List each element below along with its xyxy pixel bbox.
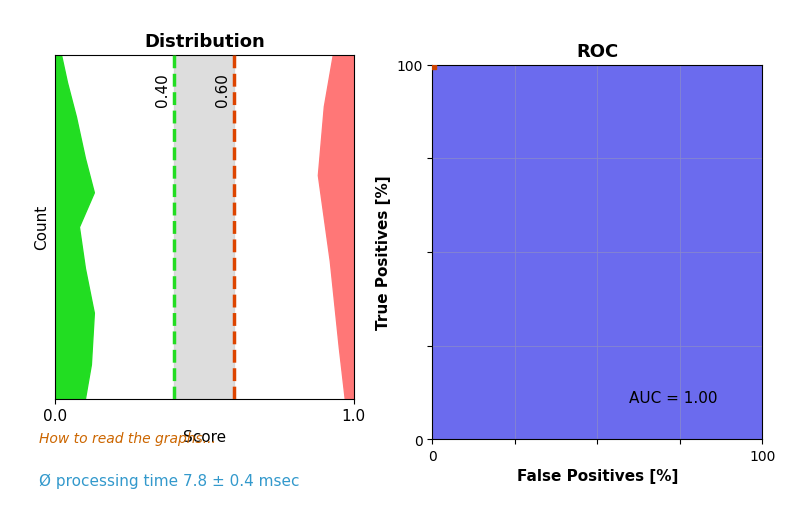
Text: Ø processing time 7.8 ± 0.4 msec: Ø processing time 7.8 ± 0.4 msec	[39, 473, 299, 488]
Text: How to read the graphs...: How to read the graphs...	[39, 431, 216, 445]
Title: Distribution: Distribution	[144, 33, 265, 51]
X-axis label: Score: Score	[183, 429, 226, 444]
Text: 0.40: 0.40	[155, 73, 170, 107]
Text: AUC = 1.00: AUC = 1.00	[629, 390, 718, 405]
Y-axis label: True Positives [%]: True Positives [%]	[376, 175, 391, 330]
X-axis label: False Positives [%]: False Positives [%]	[516, 469, 678, 484]
Y-axis label: Count: Count	[35, 205, 50, 250]
Title: ROC: ROC	[576, 43, 619, 61]
Bar	[174, 56, 234, 399]
Text: 0.60: 0.60	[215, 73, 230, 107]
